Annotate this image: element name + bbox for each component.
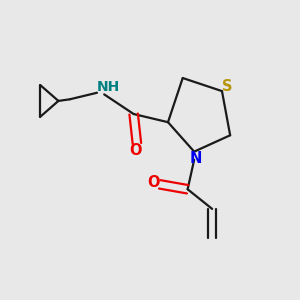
Text: NH: NH [97,80,120,94]
Text: S: S [222,79,232,94]
Text: O: O [148,175,160,190]
Text: O: O [129,143,142,158]
Text: N: N [190,151,202,166]
